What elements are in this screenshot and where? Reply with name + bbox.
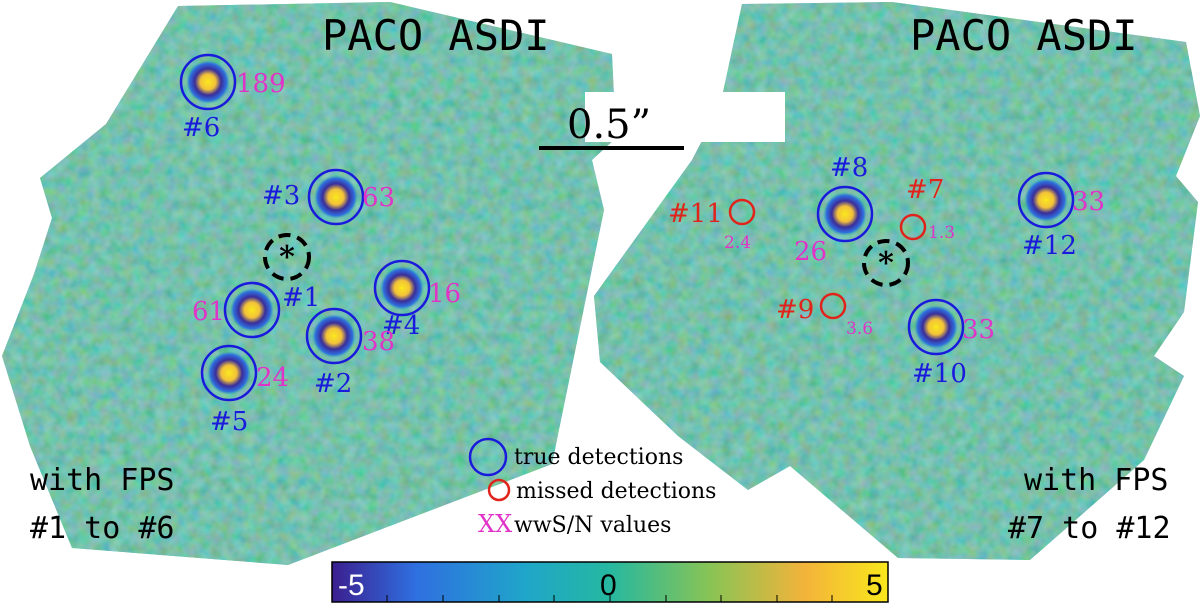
- left-map-panel: [2, 2, 616, 565]
- detection-id-label: #8: [830, 153, 868, 183]
- left-caption-line2: #1 to #6: [30, 511, 175, 546]
- legend-snr-symbol: XX: [478, 510, 512, 538]
- snr-value-label: 33: [1072, 187, 1105, 217]
- detection-id-label: #12: [1022, 231, 1077, 261]
- detection-id-label: #10: [912, 359, 967, 389]
- source-blobs: [186, 60, 1068, 395]
- snr-value-label: 16: [428, 279, 461, 309]
- missed-circle: [728, 198, 756, 226]
- snr-value-label: 24: [256, 363, 289, 393]
- right-caption-line2: #7 to #12: [1008, 511, 1171, 546]
- left-panel-title: PACO ASDI: [322, 11, 550, 60]
- svg-text:*: *: [878, 246, 894, 281]
- snr-value-label: 38: [362, 327, 395, 357]
- detection-id-label: #2: [314, 369, 352, 399]
- snr-value-label: 189: [236, 69, 286, 99]
- left-caption-line1: with FPS: [30, 463, 175, 498]
- detection-circle: [223, 281, 281, 339]
- detection-circle: [816, 185, 874, 243]
- right-caption-line1: with FPS: [1024, 463, 1169, 498]
- scale-bar-label: 0.5”: [567, 102, 651, 148]
- legend-snr-label: wwS/N values: [514, 513, 671, 538]
- missed-id-label: #11: [668, 199, 723, 229]
- snr-value-label: 33: [962, 315, 995, 345]
- left-caption: with FPS #1 to #6: [30, 463, 175, 546]
- right-caption: with FPS #7 to #12: [1008, 463, 1171, 546]
- missed-detection-circles: [728, 198, 927, 320]
- missed-detection-labels: #11 2.4 #7 1.3 #9 3.6: [668, 175, 955, 339]
- legend-true-icon: [468, 437, 508, 477]
- detection-circle: [373, 259, 431, 317]
- detection-id-label: #6: [182, 113, 220, 143]
- colorbar: -5 0 5: [331, 561, 889, 603]
- missed-id-label: #7: [906, 175, 944, 205]
- missed-snr-label: 3.6: [846, 319, 873, 339]
- snr-value-label: 26: [794, 237, 827, 267]
- detection-circle: [1017, 171, 1075, 229]
- detection-circle: [907, 298, 965, 356]
- detection-circle: [307, 168, 365, 226]
- star-marker-right: *: [862, 239, 910, 287]
- missed-snr-label: 2.4: [724, 233, 751, 253]
- detection-circle: [200, 344, 258, 402]
- missed-circle: [819, 292, 847, 320]
- legend: true detections missed detections XX wwS…: [468, 437, 716, 538]
- snr-value-label: 61: [192, 297, 225, 327]
- snr-value-label: 63: [362, 183, 395, 213]
- colorbar-max-label: 5: [866, 569, 883, 602]
- detection-id-label: #1: [282, 283, 320, 313]
- true-detection-labels: #6 189 #3 63 #1 61 #4 16 #2 38 #5 24 #8 …: [182, 69, 1105, 437]
- detection-circle: [179, 53, 237, 111]
- right-panel-title: PACO ASDI: [910, 11, 1138, 60]
- detection-id-label: #4: [382, 311, 420, 341]
- missed-snr-label: 1.3: [928, 223, 955, 243]
- detection-id-label: #3: [262, 181, 300, 211]
- detection-id-label: #5: [210, 407, 248, 437]
- colorbar-mid-label: 0: [600, 569, 617, 602]
- star-marker-left: *: [263, 233, 311, 281]
- legend-true-label: true detections: [514, 445, 683, 470]
- legend-missed-icon: [487, 478, 511, 502]
- true-detection-circles: [179, 53, 1075, 402]
- missed-circle: [899, 213, 927, 241]
- legend-missed-label: missed detections: [516, 479, 716, 504]
- colorbar-min-label: -5: [338, 569, 365, 602]
- svg-text:*: *: [279, 240, 295, 275]
- missed-id-label: #9: [776, 295, 814, 325]
- scale-bar: 0.5”: [539, 92, 785, 150]
- detection-circle: [305, 307, 363, 365]
